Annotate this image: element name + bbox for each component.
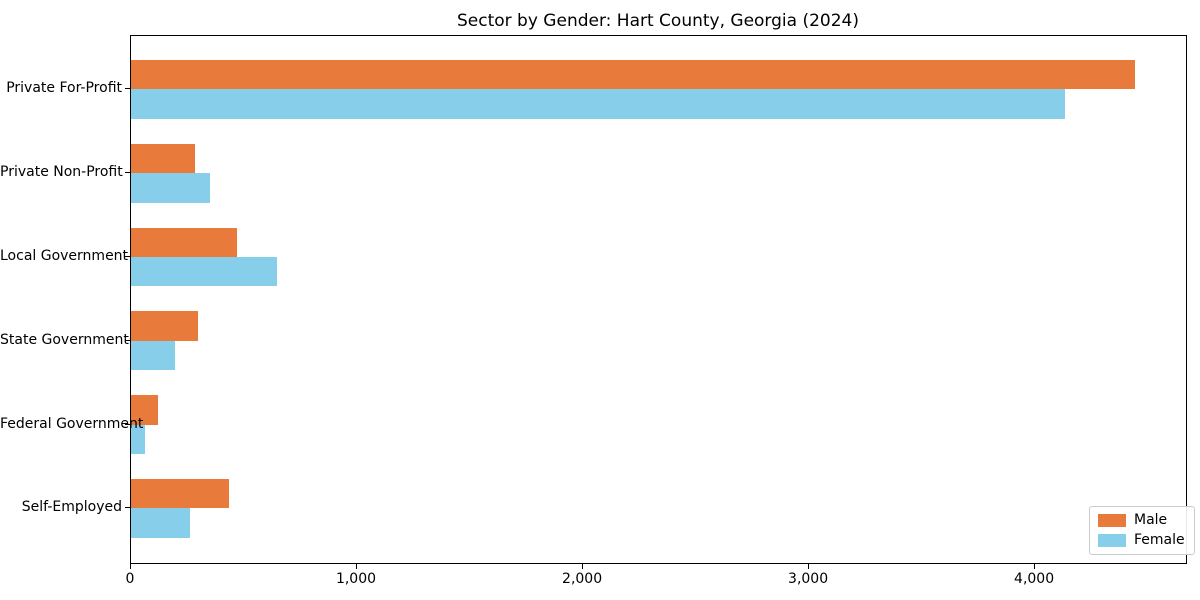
plot-area	[130, 35, 1187, 564]
x-tick-mark	[1034, 564, 1036, 569]
legend-label-female: Female	[1134, 532, 1185, 548]
bar-male-local-government	[131, 227, 238, 257]
x-tick-mark	[582, 564, 584, 569]
bar-male-self-employed	[131, 479, 230, 509]
x-tick-mark	[356, 564, 357, 569]
x-axis-label-2000: 2,000	[562, 571, 603, 587]
x-axis-label-4000: 4,000	[1014, 571, 1055, 587]
y-axis-label-state-government: State Government	[0, 331, 129, 348]
y-tick-mark	[125, 339, 130, 341]
bar-female-local-government	[131, 257, 277, 287]
y-tick-mark	[125, 88, 130, 90]
legend-entry-female: Female	[1098, 533, 1185, 548]
y-tick-mark	[125, 256, 130, 257]
legend: Male Female	[1089, 506, 1195, 555]
y-axis-label-self-employed: Self-Employed	[21, 499, 122, 516]
bar-female-federal-government	[131, 424, 145, 454]
bar-female-self-employed	[131, 508, 190, 538]
legend-entry-male: Male	[1098, 513, 1185, 528]
y-axis-label-private-non-profit: Private Non-Profit	[0, 164, 123, 181]
bar-male-federal-government	[131, 395, 159, 425]
x-tick-mark	[808, 564, 810, 569]
y-axis-label-federal-government: Federal Government	[0, 415, 144, 432]
bar-male-private-non-profit	[131, 143, 196, 174]
y-tick-mark	[125, 423, 130, 425]
y-tick-mark	[125, 507, 130, 509]
legend-swatch-male	[1098, 514, 1126, 527]
bar-female-state-government	[131, 340, 176, 371]
legend-swatch-female	[1098, 534, 1126, 547]
y-axis-label-local-government: Local Government	[0, 248, 129, 264]
bar-male-state-government	[131, 311, 198, 341]
x-axis-label-1000: 1,000	[335, 571, 377, 587]
y-tick-mark	[125, 172, 130, 174]
x-axis-label-3000: 3,000	[788, 571, 829, 587]
legend-label-male: Male	[1134, 512, 1168, 528]
bar-female-private-for-profit	[131, 89, 1065, 119]
bar-female-private-non-profit	[131, 173, 211, 203]
y-axis-label-private-for-profit: Private For-Profit	[6, 80, 122, 97]
chart-title: Sector by Gender: Hart County, Georgia (…	[457, 11, 859, 31]
bar-male-private-for-profit	[131, 60, 1135, 90]
x-tick-mark	[130, 564, 131, 569]
x-axis-label-0: 0	[125, 571, 135, 587]
